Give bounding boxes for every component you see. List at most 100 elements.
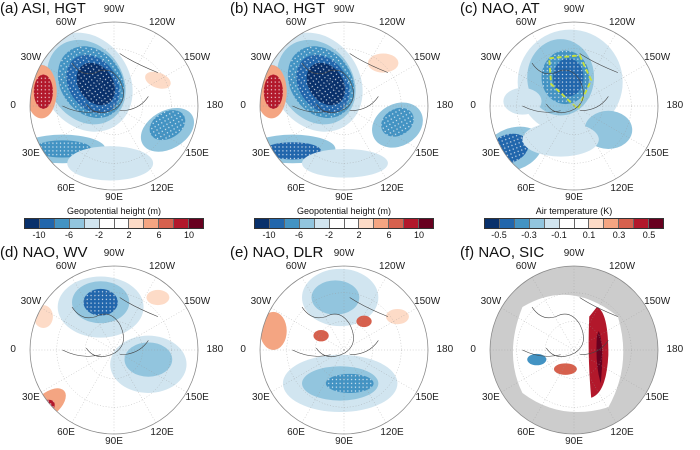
anomaly-contour — [124, 342, 173, 377]
anomaly-contour — [386, 308, 409, 325]
longitude-label-top: 90W — [333, 4, 355, 15]
colorbar-scale — [254, 218, 434, 229]
anomaly-contour — [146, 289, 170, 306]
colorbar-tick-label: 0.1 — [582, 230, 596, 240]
longitude-label-right-upper: 150W — [184, 52, 211, 63]
colorbar-swatch — [559, 219, 575, 228]
significance-stippling — [381, 107, 414, 137]
colorbar-title: Geopotential height (m) — [296, 206, 392, 216]
longitude-label-right: 180 — [206, 100, 224, 111]
longitude-label-bottom: 90E — [335, 192, 353, 203]
longitude-label-right: 180 — [206, 344, 224, 355]
significance-stippling — [263, 142, 322, 160]
colorbar-tick-label: -10 — [262, 230, 276, 240]
latitude-circle — [56, 48, 172, 164]
longitude-label-bottom-right: 120E — [380, 427, 404, 439]
longitude-label-bottom-left: 60E — [57, 183, 75, 195]
longitude-label-top: 90W — [563, 248, 585, 259]
longitude-label-top-right: 120W — [608, 260, 636, 272]
significance-stippling — [31, 410, 46, 423]
significance-stippling — [553, 58, 584, 97]
longitude-label-left-upper: 30W — [20, 52, 42, 63]
longitude-label-bottom-right: 120E — [380, 183, 404, 195]
colorbar-swatch — [54, 219, 70, 228]
colorbar-title: Air temperature (K) — [535, 206, 613, 216]
longitude-label-left-lower: 30E — [21, 148, 40, 159]
longitude-label-left-upper: 30W — [20, 296, 42, 307]
colorbar-swatch — [404, 219, 420, 228]
longitude-label-right-lower: 150E — [645, 148, 669, 159]
colorbar-swatch — [69, 219, 85, 228]
colorbar-swatch — [649, 219, 664, 228]
longitude-label-bottom-left: 60E — [287, 427, 305, 439]
longitude-label-top-right: 120W — [608, 16, 636, 28]
coastline — [522, 297, 619, 357]
colorbar-swatch — [25, 219, 40, 228]
latitude-circle — [516, 48, 632, 164]
colorbar-swatch — [99, 219, 115, 228]
longitude-label-top-left: 60W — [515, 260, 537, 272]
region-box — [548, 54, 593, 111]
colorbar-tick-label: -0.3 — [521, 230, 537, 240]
colorbar-tick-label: -6 — [294, 230, 304, 240]
map-border — [259, 21, 429, 191]
longitude-label-left: 0 — [10, 100, 16, 111]
longitude-label-left-lower: 30E — [481, 392, 500, 403]
longitude-label-left: 0 — [470, 344, 476, 355]
panel-title: (e) NAO, DLR — [230, 244, 324, 261]
longitude-label-top-left: 60W — [285, 16, 307, 28]
panel-title: (a) ASI, HGT — [0, 0, 86, 17]
colorbar-temperature: Air temperature (K) -0.5 -0.3 -0.1 0.1 0.3 0.5 — [484, 206, 664, 241]
map-panel-b: (b) NAO, HGT 90W 60W 120W 30W 150W 0 180 30E 150… — [230, 0, 460, 210]
significance-stippling — [325, 373, 374, 393]
latitude-circle — [56, 292, 172, 408]
colorbar-tick-label: 2 — [126, 230, 132, 240]
coastline — [522, 53, 619, 113]
longitude-label-left-upper: 30W — [480, 52, 502, 63]
panel-title: (d) NAO, WV — [0, 244, 88, 261]
longitude-label-right-lower: 150E — [415, 392, 439, 403]
panel-title: (b) NAO, HGT — [230, 0, 326, 17]
latitude-circle — [516, 292, 632, 408]
longitude-label-left-lower: 30E — [251, 148, 270, 159]
colorbar-tick-label: 10 — [413, 230, 425, 240]
longitude-label-left-lower: 30E — [251, 392, 270, 403]
panel-title: (f) NAO, SIC — [460, 244, 545, 261]
colorbar-swatch — [359, 219, 375, 228]
longitude-label-bottom: 90E — [565, 436, 583, 447]
longitude-label-bottom: 90E — [105, 436, 123, 447]
coastline — [292, 53, 389, 113]
longitude-label-top-left: 60W — [515, 16, 537, 28]
longitude-label-right: 180 — [436, 100, 454, 111]
colorbar-swatch — [485, 219, 500, 228]
colorbar-swatch — [314, 219, 330, 228]
colorbar-swatch — [374, 219, 390, 228]
longitude-label-bottom-right: 120E — [150, 427, 174, 439]
anomaly-contour — [522, 122, 599, 157]
longitude-label-left-upper: 30W — [480, 296, 502, 307]
longitude-label-right: 180 — [666, 344, 684, 355]
longitude-label-right-lower: 150E — [185, 148, 209, 159]
colorbar-swatch — [329, 219, 345, 228]
longitude-label-left: 0 — [10, 344, 16, 355]
colorbar-swatch — [144, 219, 160, 228]
polar-map — [489, 21, 659, 191]
longitude-label-right-upper: 150W — [414, 52, 441, 63]
significance-stippling — [149, 110, 186, 141]
colorbar-tick-label: 6 — [386, 230, 392, 240]
colorbar-tick-label: -2 — [94, 230, 104, 240]
colorbar-swatch — [84, 219, 100, 228]
colorbar-tick-label: 10 — [183, 230, 195, 240]
polar-map — [29, 265, 199, 435]
sic-anomaly-strong — [596, 330, 603, 384]
colorbar-swatch — [39, 219, 55, 228]
colorbar-swatch — [574, 219, 590, 228]
sic-anomaly-negative — [527, 353, 547, 366]
polar-map — [259, 21, 429, 191]
colorbar-swatch — [189, 219, 204, 228]
colorbar-swatch — [174, 219, 190, 228]
longitude-label-left: 0 — [240, 100, 246, 111]
anomaly-contour — [367, 53, 399, 73]
colorbar-swatch — [299, 219, 315, 228]
longitude-label-right-lower: 150E — [645, 392, 669, 403]
